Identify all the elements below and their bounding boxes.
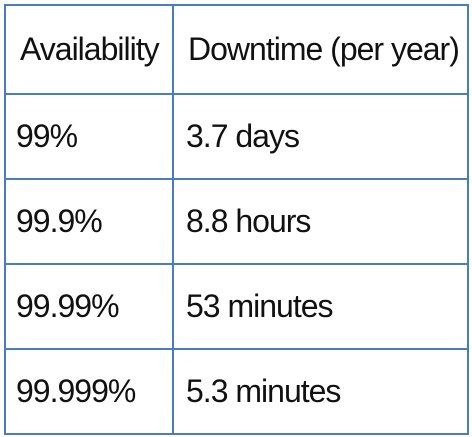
downtime-cell: 5.3 minutes	[172, 348, 469, 435]
table-body: 99% 3.7 days 99.9% 8.8 hours 99.99% 53 m…	[4, 93, 469, 435]
availability-cell: 99.9%	[4, 178, 174, 265]
header-row: Availability Downtime (per year)	[4, 4, 469, 95]
table-row: 99% 3.7 days	[4, 93, 469, 180]
availability-cell: 99.999%	[4, 348, 174, 435]
downtime-cell: 3.7 days	[172, 93, 469, 180]
header-downtime: Downtime (per year)	[172, 4, 469, 95]
downtime-cell: 8.8 hours	[172, 178, 469, 265]
table-row: 99.9% 8.8 hours	[4, 178, 469, 265]
availability-table: Availability Downtime (per year) 99% 3.7…	[4, 4, 469, 435]
downtime-cell: 53 minutes	[172, 263, 469, 350]
table-row: 99.999% 5.3 minutes	[4, 348, 469, 435]
availability-cell: 99.99%	[4, 263, 174, 350]
table-row: 99.99% 53 minutes	[4, 263, 469, 350]
availability-cell: 99%	[4, 93, 174, 180]
header-availability: Availability	[4, 4, 174, 95]
table-header: Availability Downtime (per year)	[4, 4, 469, 95]
